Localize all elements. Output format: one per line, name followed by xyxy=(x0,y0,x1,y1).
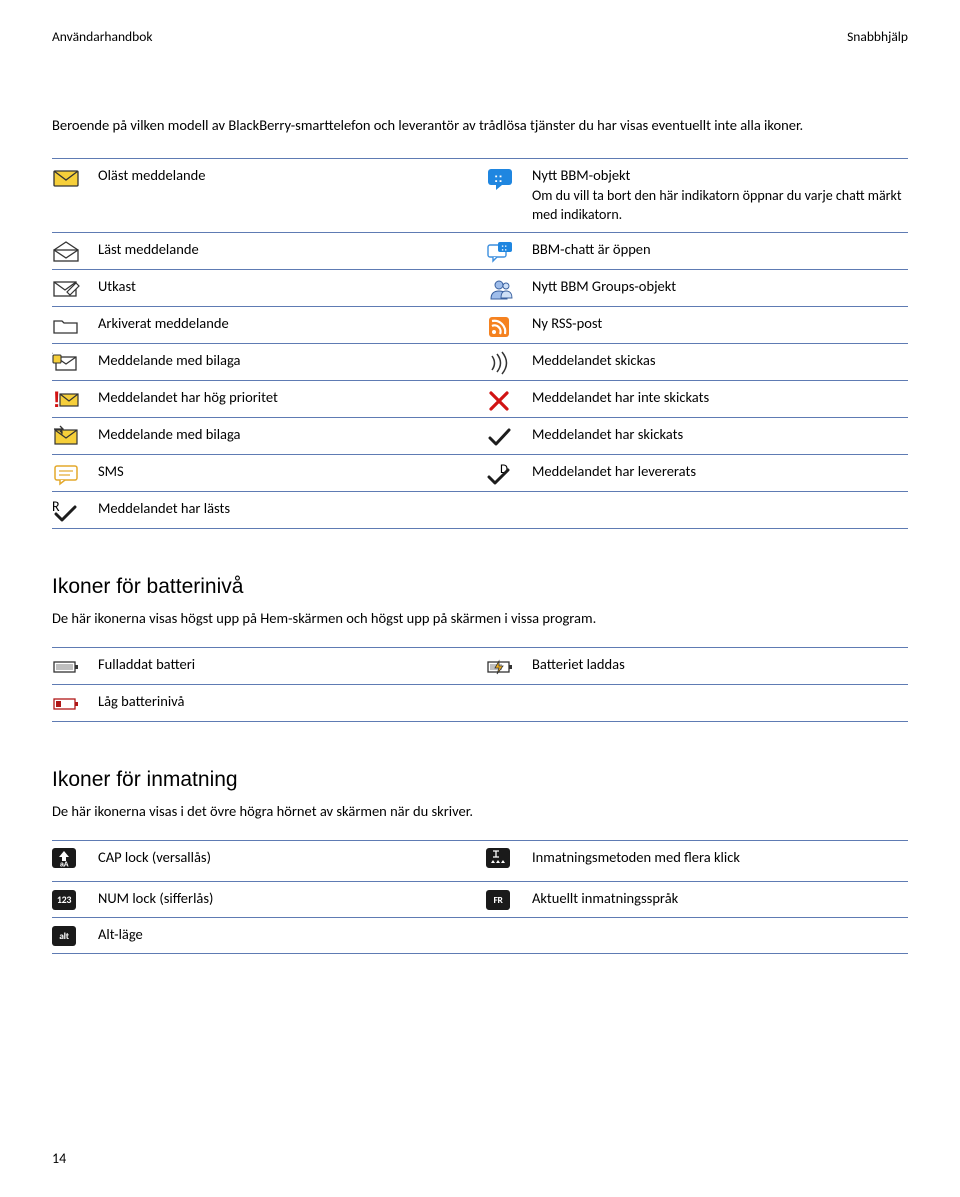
input-heading: Ikoner för inmatning xyxy=(52,766,908,794)
draft-envelope-icon xyxy=(52,277,80,299)
icon-label: Alt-läge xyxy=(98,917,486,953)
input-icons-table: aA CAP lock (versallås) Inmatningsmetoden … xyxy=(52,840,908,954)
priority-envelope-icon xyxy=(52,388,80,410)
page-header: Användarhandbok Snabbhjälp xyxy=(52,28,908,46)
battery-charging-icon xyxy=(486,655,514,677)
check-plain-icon xyxy=(486,425,514,447)
icon-label xyxy=(532,685,908,722)
icon-label: Meddelandet har levererats xyxy=(532,455,908,492)
icon-label: SMS xyxy=(98,455,486,492)
icon-label: Meddelandet skickas xyxy=(532,344,908,381)
icon-label: Meddelandet har lästs xyxy=(98,492,486,529)
icon-label: Utkast xyxy=(98,270,486,307)
battery-sub: De här ikonerna visas högst upp på Hem-s… xyxy=(52,609,908,629)
unread-envelope-icon xyxy=(52,166,80,188)
icon-label: CAP lock (versallås) xyxy=(98,840,486,881)
bbm-chat-open-icon xyxy=(486,240,514,262)
icon-label: Låg batterinivå xyxy=(98,685,486,722)
attachment-out-icon xyxy=(52,425,80,447)
multitap-icon xyxy=(486,848,510,868)
x-red-icon xyxy=(486,388,514,410)
icon-label: Meddelande med bilaga xyxy=(98,344,486,381)
battery-heading: Ikoner för batterinivå xyxy=(52,573,908,601)
icon-label: Oläst meddelande xyxy=(98,158,486,232)
icon-label: Ny RSS-post xyxy=(532,307,908,344)
icon-note: Om du vill ta bort den här indikatorn öp… xyxy=(532,185,904,225)
read-envelope-icon xyxy=(52,240,80,262)
page-number: 14 xyxy=(52,1150,66,1169)
svg-text:aA: aA xyxy=(60,861,69,868)
rss-feed-icon xyxy=(486,314,514,336)
check-d-icon xyxy=(486,462,514,484)
icon-label xyxy=(532,492,908,529)
icon-label: Meddelandet har inte skickats xyxy=(532,381,908,418)
battery-full-icon xyxy=(52,655,80,677)
alt-key-icon: alt xyxy=(52,926,76,946)
icon-label: Läst meddelande xyxy=(98,233,486,270)
icon-label: Meddelandet har hög prioritet xyxy=(98,381,486,418)
input-sub: De här ikonerna visas i det övre högra h… xyxy=(52,802,908,822)
sending-wave-icon xyxy=(486,351,514,373)
bbm-speech-icon xyxy=(486,166,514,188)
message-icons-table: Oläst meddelande Nytt BBM-objektOm du vil… xyxy=(52,158,908,529)
icon-label: Batteriet laddas xyxy=(532,648,908,685)
check-r-icon xyxy=(52,499,80,521)
header-left: Användarhandbok xyxy=(52,28,153,46)
icon-label: NUM lock (sifferlås) xyxy=(98,881,486,917)
icon-label: Inmatningsmetoden med flera klick xyxy=(532,840,908,881)
sms-bubble-icon xyxy=(52,462,80,484)
folder-outline-icon xyxy=(52,314,80,336)
icon-label xyxy=(532,917,908,953)
icon-label: Meddelandet har skickats xyxy=(532,418,908,455)
attachment-in-icon xyxy=(52,351,80,373)
bbm-group-icon xyxy=(486,277,514,299)
caps-lock-icon: aA xyxy=(52,848,76,868)
icon-label: Nytt BBM-objektOm du vill ta bort den hä… xyxy=(532,158,908,232)
battery-icons-table: Fulladdat batteri Batteriet laddas Låg bat… xyxy=(52,647,908,722)
num-lock-icon: 123 xyxy=(52,890,76,910)
icon-label: Fulladdat batteri xyxy=(98,648,486,685)
icon-label: Nytt BBM Groups-objekt xyxy=(532,270,908,307)
intro-text: Beroende på vilken modell av BlackBerry-… xyxy=(52,116,908,136)
icon-label: BBM-chatt är öppen xyxy=(532,233,908,270)
input-language-icon: FR xyxy=(486,890,510,910)
battery-low-icon xyxy=(52,692,80,714)
icon-label: Arkiverat meddelande xyxy=(98,307,486,344)
icon-label: Aktuellt inmatningsspråk xyxy=(532,881,908,917)
header-right: Snabbhjälp xyxy=(847,28,908,46)
icon-label: Meddelande med bilaga xyxy=(98,418,486,455)
